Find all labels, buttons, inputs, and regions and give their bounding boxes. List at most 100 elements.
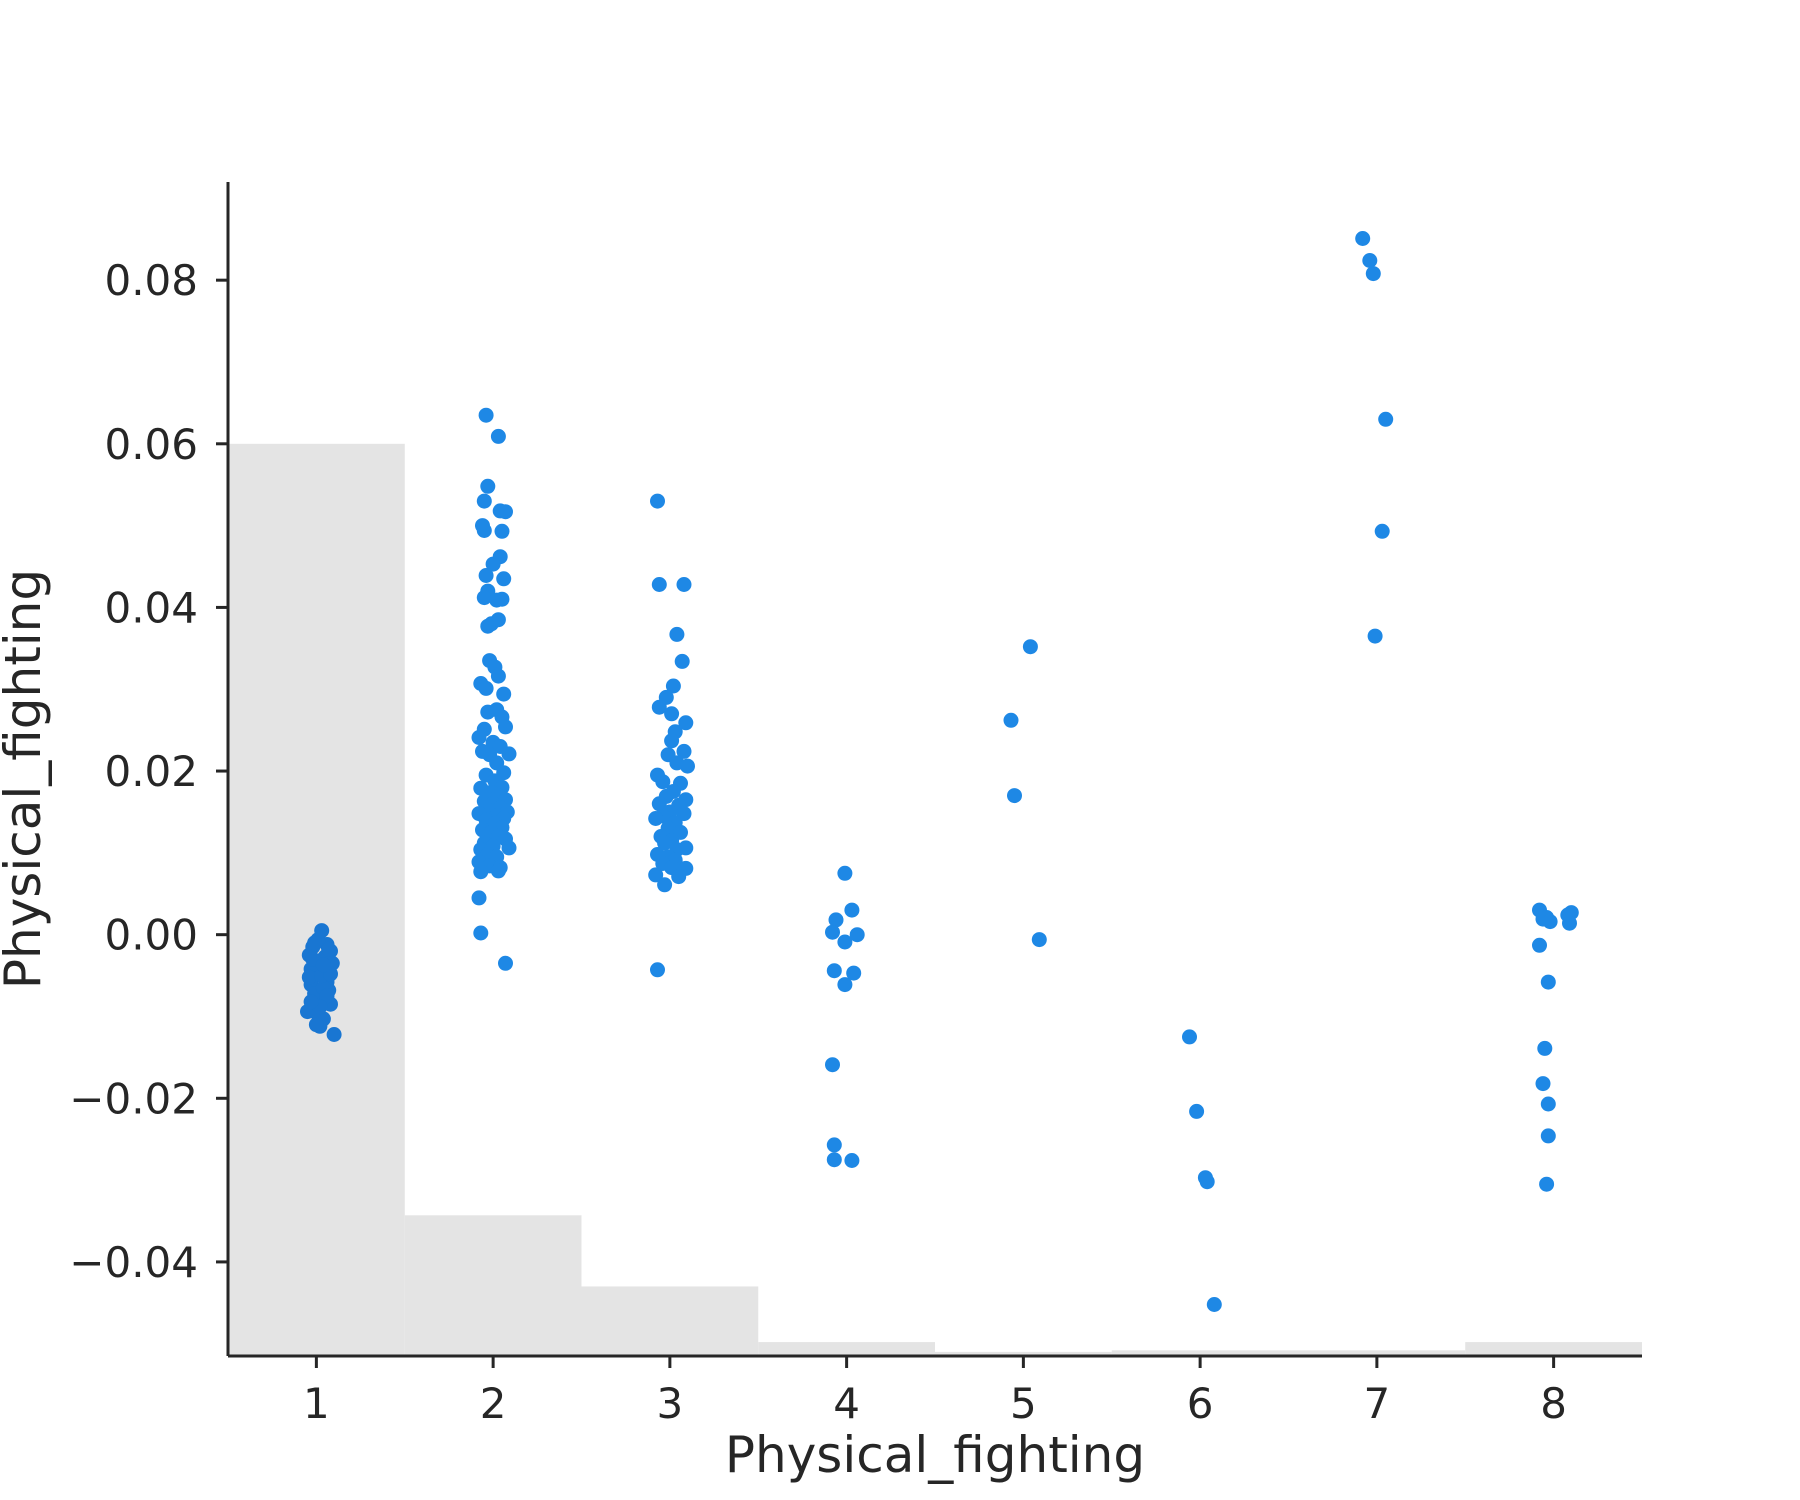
x-tick-label: 1 xyxy=(303,1379,330,1428)
scatter-point xyxy=(826,1137,842,1153)
histogram-bar-3 xyxy=(581,1286,759,1356)
scatter-point xyxy=(1378,411,1394,427)
scatter-point xyxy=(480,618,496,634)
y-tick-label: 0.02 xyxy=(104,747,198,796)
scatter-point xyxy=(1365,266,1381,282)
histogram-bar-1 xyxy=(228,443,405,1356)
histogram-bar-5 xyxy=(935,1351,1112,1356)
scatter-point xyxy=(846,965,862,981)
scatter-point xyxy=(475,743,490,759)
scatter-point xyxy=(825,1057,840,1073)
scatter-point xyxy=(826,963,842,979)
scatter-point xyxy=(1540,974,1556,990)
scatter-point xyxy=(473,864,489,880)
x-tick-label: 5 xyxy=(1010,1379,1037,1428)
scatter-point xyxy=(676,577,692,592)
x-tick-label: 7 xyxy=(1364,1379,1391,1428)
scatter-point xyxy=(837,934,853,950)
scatter-point xyxy=(303,994,319,1010)
scatter-point xyxy=(480,704,496,720)
scatter-point xyxy=(494,523,510,539)
scatter-point xyxy=(498,719,513,735)
histogram-bar-6 xyxy=(1111,1350,1289,1356)
y-tick-label: 0.04 xyxy=(104,583,198,632)
y-tick-label: 0.06 xyxy=(104,420,198,469)
scatter-point xyxy=(826,1152,842,1168)
scatter-point xyxy=(496,571,512,587)
histogram-bar-8 xyxy=(1465,1342,1642,1356)
scatter-point xyxy=(828,912,844,928)
scatter-point xyxy=(837,977,853,993)
scatter-point xyxy=(1540,1096,1556,1112)
scatter-point xyxy=(837,865,853,881)
scatter-point xyxy=(651,699,667,715)
scatter-point xyxy=(849,927,865,943)
x-axis-ticks: 1 2 3 4 5 6 7 8 xyxy=(303,1356,1567,1428)
scatter-point xyxy=(301,969,317,985)
scatter-point xyxy=(657,835,673,851)
y-tick-label: 0.00 xyxy=(104,911,198,960)
scatter-point xyxy=(1007,788,1022,804)
scatter-point xyxy=(478,407,494,423)
scatter-point xyxy=(651,577,667,592)
scatter-point xyxy=(1367,628,1383,644)
y-tick-label: −0.02 xyxy=(69,1074,198,1123)
scatter-point xyxy=(476,523,492,538)
scatter-point xyxy=(496,686,512,702)
scatter-point xyxy=(1532,937,1547,953)
scatter-point xyxy=(844,902,860,918)
x-tick-label: 6 xyxy=(1187,1379,1214,1428)
scatter-point xyxy=(844,1153,860,1168)
scatter-points xyxy=(300,231,1579,1312)
histogram-background xyxy=(228,443,1642,1356)
scatter-point xyxy=(657,877,673,893)
scatter-point xyxy=(476,590,492,606)
scatter-point xyxy=(651,796,667,812)
y-tick-label: 0.08 xyxy=(104,256,198,305)
scatter-point xyxy=(478,680,494,696)
scatter-point xyxy=(1022,639,1038,655)
scatter-point xyxy=(476,493,492,509)
scatter-point xyxy=(671,869,687,885)
axes: −0.04 −0.02 0.00 0.02 0.04 0.06 0.08 1 2 3 4 5 6 7 8 xyxy=(69,182,1642,1428)
scatter-point xyxy=(655,774,671,790)
scatter-point xyxy=(1355,231,1371,246)
scatter-point xyxy=(307,935,323,951)
scatter-point xyxy=(650,493,665,509)
scatter-point xyxy=(485,556,501,572)
scatter-point xyxy=(326,1027,342,1042)
scatter-point xyxy=(1182,1029,1197,1045)
scatter-point xyxy=(1374,523,1390,539)
x-tick-label: 2 xyxy=(480,1379,507,1428)
x-tick-label: 4 xyxy=(833,1379,860,1428)
y-tick-label: −0.04 xyxy=(69,1238,198,1287)
scatter-point xyxy=(471,730,487,745)
scatter-point xyxy=(473,925,489,941)
scatter-point xyxy=(494,591,510,607)
scatter-point xyxy=(1003,712,1019,728)
scatter-point xyxy=(490,428,506,444)
scatter-point xyxy=(1206,1297,1222,1312)
x-tick-label: 3 xyxy=(657,1379,684,1428)
y-axis-title: Physical_fighting xyxy=(0,569,52,989)
scatter-point xyxy=(825,924,840,940)
scatter-point xyxy=(1540,1128,1556,1144)
scatter-point xyxy=(1542,914,1558,930)
scatter-point xyxy=(321,941,337,957)
scatter-point xyxy=(1539,1176,1555,1192)
scatter-point xyxy=(490,863,506,879)
scatter-point xyxy=(1189,1103,1205,1119)
scatter-point xyxy=(1031,932,1047,948)
scatter-point xyxy=(498,504,513,520)
histogram-bar-4 xyxy=(758,1342,935,1356)
scatter-point xyxy=(664,706,680,722)
scatter-point xyxy=(319,988,335,1004)
scatter-point xyxy=(498,955,513,971)
scatter-point xyxy=(674,653,690,669)
scatter-point xyxy=(471,890,487,906)
histogram-bar-2 xyxy=(404,1215,582,1356)
scatter-point xyxy=(650,962,665,978)
scatter-point xyxy=(308,1017,324,1033)
scatter-point xyxy=(678,715,694,731)
